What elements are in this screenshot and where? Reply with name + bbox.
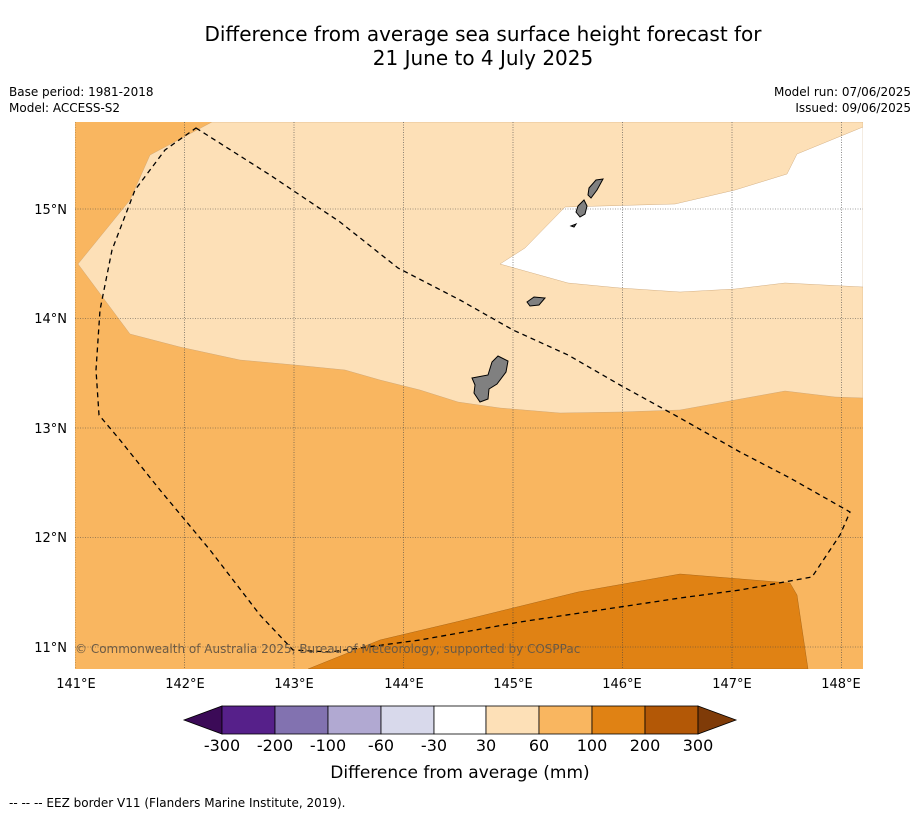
model-name: Model: ACCESS-S2 (9, 101, 121, 115)
lon-label: 142°E (165, 677, 205, 692)
lon-label: 147°E (712, 677, 752, 692)
lon-axis: 141°E 142°E 143°E 144°E 145°E 146°E 147°… (56, 677, 861, 692)
graticule (75, 122, 863, 669)
colorbar-max-extend (697, 705, 738, 735)
contour-minus30-30 (499, 126, 863, 293)
colorbar-tick: -30 (421, 736, 447, 755)
island-rota (526, 296, 547, 307)
meta-left: Base period: 1981-2018 Model: ACCESS-S2 (9, 84, 154, 116)
model-run: Model run: 07/06/2025 (773, 85, 911, 99)
lat-label: 15°N (34, 203, 67, 218)
contour-30-60 (77, 122, 863, 414)
colorbar-segment (380, 705, 435, 735)
colorbar-segment (274, 705, 329, 735)
base-period: Base period: 1981-2018 (9, 85, 154, 99)
lon-label: 144°E (384, 677, 424, 692)
colorbar-tick: 30 (476, 736, 496, 755)
lon-label: 145°E (493, 677, 533, 692)
lon-label: 141°E (56, 677, 96, 692)
issued-date: Issued: 09/06/2025 (795, 101, 911, 115)
islands (471, 178, 604, 403)
island-saipan (587, 178, 604, 199)
colorbar-min-extend (182, 705, 223, 735)
colorbar-tick: 300 (683, 736, 714, 755)
colorbar-segment (538, 705, 593, 735)
eez-footnote: -- -- -- EEZ border V11 (Flanders Marine… (9, 796, 346, 810)
colorbar-segment (591, 705, 646, 735)
island-guam (471, 355, 509, 403)
colorbar-segment (485, 705, 540, 735)
island-aguijan (569, 222, 578, 228)
colorbar (182, 705, 738, 735)
colorbar-ticks: -300 -200 -100 -60 -30 30 60 100 200 300 (204, 736, 713, 755)
colorbar-segment (327, 705, 382, 735)
colorbar-tick: -300 (204, 736, 240, 755)
colorbar-tick: 60 (529, 736, 549, 755)
lat-axis: 15°N 14°N 13°N 12°N 11°N (34, 203, 67, 656)
colorbar-segment (644, 705, 699, 735)
colorbar-tick: -200 (257, 736, 293, 755)
colorbar-segment (221, 705, 276, 735)
title-line-1: Difference from average sea surface heig… (204, 22, 762, 46)
colorbar-tick: 100 (577, 736, 608, 755)
lat-label: 13°N (34, 422, 67, 437)
lon-label: 143°E (274, 677, 314, 692)
lon-label: 148°E (821, 677, 861, 692)
island-tinian (575, 199, 588, 218)
lat-label: 12°N (34, 531, 67, 546)
meta-right: Model run: 07/06/2025 Issued: 09/06/2025 (774, 84, 911, 116)
copyright-text: © Commonwealth of Australia 2025, Bureau… (75, 642, 580, 656)
eez-border (95, 127, 851, 653)
chart-title: Difference from average sea surface heig… (0, 22, 919, 70)
colorbar-label: Difference from average (mm) (330, 763, 589, 783)
map-plot-area (75, 122, 863, 669)
colorbar-tick: -60 (368, 736, 394, 755)
lat-label: 11°N (34, 641, 67, 656)
title-line-2: 21 June to 4 July 2025 (372, 46, 594, 70)
colorbar-tick: -100 (310, 736, 346, 755)
colorbar-segment (433, 705, 487, 735)
lat-label: 14°N (34, 312, 67, 327)
lon-label: 146°E (602, 677, 642, 692)
colorbar-tick: 200 (630, 736, 661, 755)
